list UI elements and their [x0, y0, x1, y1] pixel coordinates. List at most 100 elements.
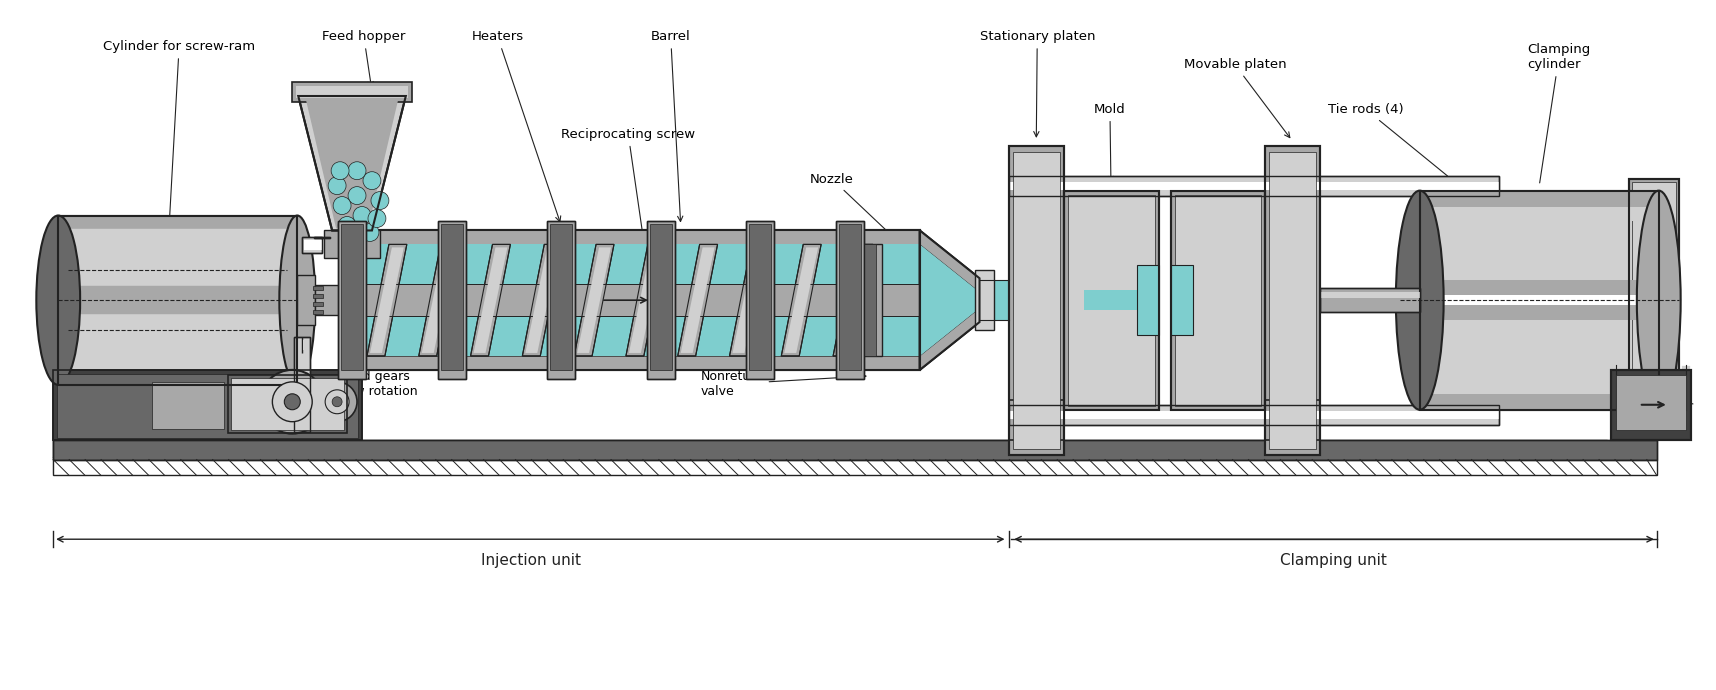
Text: Reciprocating screw: Reciprocating screw: [561, 128, 695, 286]
Ellipse shape: [1637, 190, 1680, 410]
Polygon shape: [832, 244, 873, 356]
Bar: [1009, 405, 1500, 424]
Polygon shape: [781, 244, 822, 356]
Bar: [297, 275, 316, 325]
Polygon shape: [920, 244, 980, 356]
Bar: [1009, 400, 1064, 440]
Text: Movable platen: Movable platen: [1184, 58, 1290, 137]
Bar: [1611, 370, 1690, 440]
Bar: [1175, 195, 1261, 406]
Bar: [314, 237, 329, 239]
Bar: [352, 244, 920, 356]
Polygon shape: [367, 244, 407, 356]
Bar: [1616, 375, 1685, 430]
Bar: [1064, 190, 1158, 410]
Bar: [148, 378, 228, 433]
Bar: [314, 237, 329, 239]
Text: Mold: Mold: [1095, 103, 1126, 181]
Text: Cylinder for screw-ram: Cylinder for screw-ram: [103, 40, 256, 246]
Bar: [1611, 370, 1690, 440]
Bar: [1009, 146, 1064, 455]
Bar: [58, 230, 297, 239]
Polygon shape: [525, 248, 559, 353]
Bar: [302, 237, 323, 253]
Bar: [650, 224, 671, 370]
Bar: [1009, 411, 1500, 419]
Bar: [304, 240, 323, 250]
Bar: [53, 440, 1606, 457]
Polygon shape: [575, 244, 614, 356]
Text: Clamping
cylinder: Clamping cylinder: [1527, 43, 1591, 183]
Polygon shape: [474, 248, 508, 353]
Polygon shape: [784, 248, 819, 353]
Bar: [352, 230, 920, 244]
Bar: [1419, 206, 1659, 221]
Text: Nozzle: Nozzle: [810, 172, 947, 288]
Bar: [1009, 176, 1500, 195]
Bar: [293, 337, 311, 432]
Circle shape: [367, 210, 386, 228]
Bar: [338, 221, 366, 379]
Polygon shape: [920, 308, 980, 370]
Bar: [647, 221, 674, 379]
Bar: [836, 221, 863, 379]
Bar: [1320, 288, 1419, 312]
Bar: [314, 286, 323, 290]
Bar: [551, 224, 571, 370]
Ellipse shape: [1395, 190, 1443, 410]
Polygon shape: [920, 230, 980, 292]
Bar: [547, 221, 575, 379]
Polygon shape: [577, 248, 611, 353]
Polygon shape: [678, 244, 717, 356]
Bar: [352, 230, 920, 370]
Bar: [1632, 181, 1677, 419]
Bar: [547, 221, 575, 379]
Bar: [297, 86, 408, 98]
Polygon shape: [729, 244, 769, 356]
Text: Feed hopper: Feed hopper: [323, 30, 405, 87]
Text: Injection unit: Injection unit: [480, 553, 582, 568]
Bar: [53, 440, 1656, 460]
Bar: [58, 215, 297, 230]
Text: Hydraulic
cylinder: Hydraulic cylinder: [1598, 370, 1694, 404]
Bar: [53, 370, 362, 440]
Bar: [1009, 400, 1064, 440]
Bar: [53, 440, 1656, 460]
Circle shape: [261, 370, 324, 433]
Polygon shape: [419, 244, 458, 356]
Bar: [53, 457, 1606, 471]
Bar: [58, 310, 297, 332]
Bar: [228, 375, 347, 433]
Text: Nonreturn
valve: Nonreturn valve: [700, 370, 867, 398]
Bar: [1265, 146, 1320, 455]
Text: Heaters: Heaters: [472, 30, 561, 221]
Circle shape: [364, 172, 381, 190]
Bar: [1138, 266, 1158, 335]
Bar: [1419, 190, 1659, 410]
Circle shape: [333, 397, 341, 406]
Bar: [1085, 290, 1158, 310]
Bar: [1014, 152, 1060, 449]
Bar: [1628, 179, 1678, 422]
Bar: [1265, 400, 1320, 440]
Bar: [1170, 190, 1265, 410]
Bar: [352, 356, 920, 370]
Ellipse shape: [36, 215, 81, 385]
Circle shape: [348, 161, 366, 179]
Bar: [53, 460, 1656, 475]
Bar: [746, 221, 774, 379]
Bar: [228, 375, 347, 433]
Bar: [57, 374, 359, 437]
Circle shape: [273, 382, 312, 422]
Bar: [314, 302, 323, 306]
Circle shape: [360, 224, 379, 241]
Bar: [1419, 190, 1659, 410]
Bar: [438, 221, 465, 379]
Circle shape: [333, 197, 352, 215]
Bar: [1628, 179, 1678, 422]
Bar: [1419, 280, 1659, 320]
Text: Motor and gears
for screw rotation: Motor and gears for screw rotation: [295, 370, 419, 418]
Bar: [302, 237, 323, 253]
Circle shape: [317, 382, 357, 422]
Bar: [1009, 146, 1064, 455]
